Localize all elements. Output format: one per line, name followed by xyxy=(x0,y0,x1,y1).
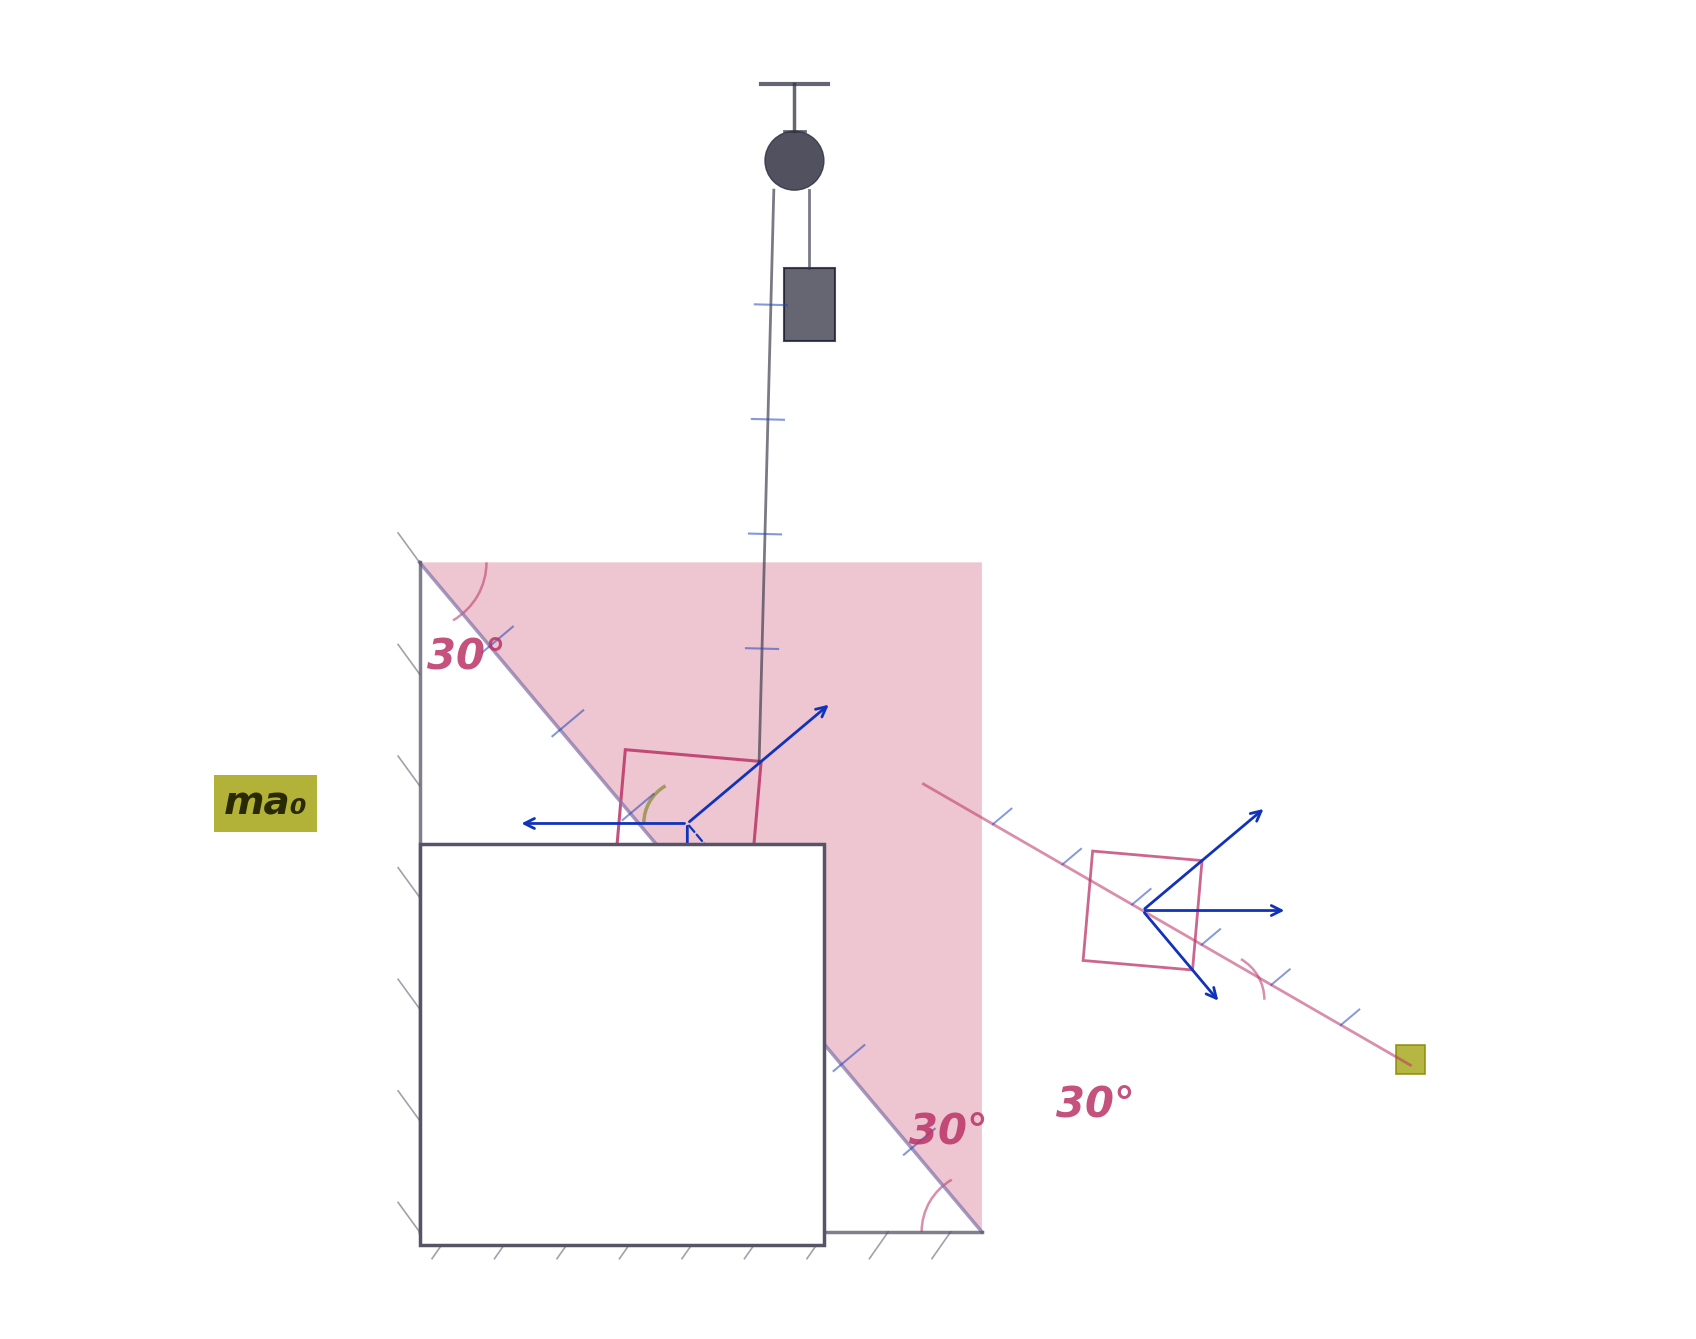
Text: 30°: 30° xyxy=(1057,1083,1135,1126)
Bar xyxy=(419,844,824,1245)
Bar xyxy=(1396,1044,1425,1074)
Text: ma₀: ma₀ xyxy=(224,785,307,822)
Polygon shape xyxy=(419,562,982,1232)
FancyBboxPatch shape xyxy=(784,268,834,341)
Circle shape xyxy=(765,131,824,190)
Text: 30°: 30° xyxy=(909,1110,987,1153)
Text: 30°: 30° xyxy=(427,635,505,678)
